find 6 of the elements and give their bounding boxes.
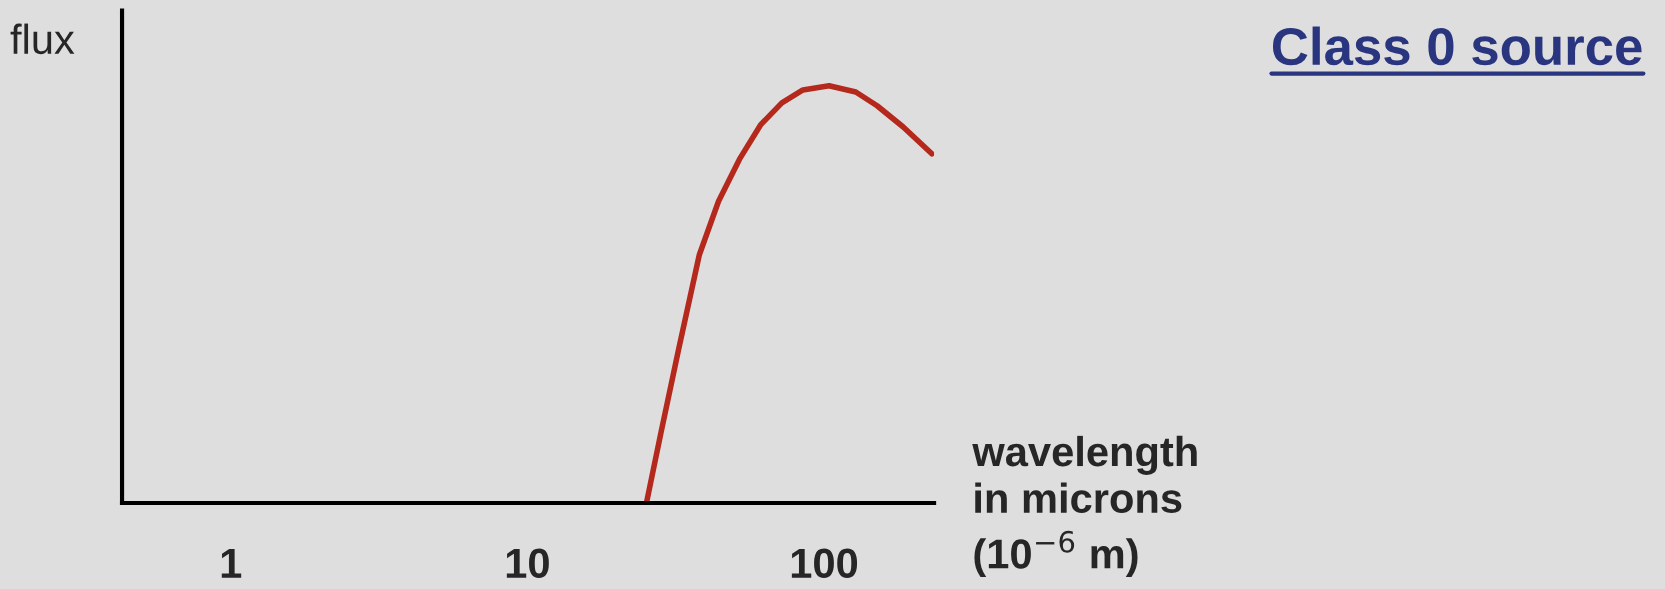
x-tick-label: 10 [506,548,549,579]
text: Class 0 source [1272,26,1642,66]
x-tick-label: 1 [221,548,242,578]
y-axis-title: flux [10,23,75,55]
x-axis-title: wavelength in microns (10$^{−6}$ m) [972,435,1197,577]
x-tick-label: 100 [791,548,858,579]
